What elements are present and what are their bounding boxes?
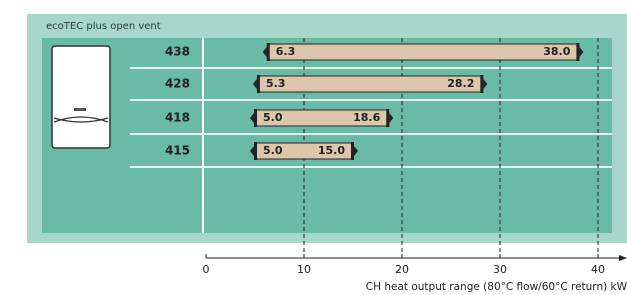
bar-cap (351, 142, 354, 160)
boiler-icon (52, 46, 110, 148)
value-label: 6.3 (276, 45, 296, 58)
x-tick-label: 40 (591, 263, 605, 276)
value-label: 18.6 (353, 111, 380, 124)
x-axis-title: CH heat output range (80°C flow/60°C ret… (366, 281, 627, 293)
bar-cap (267, 43, 270, 61)
x-tick-label: 0 (203, 263, 210, 276)
value-label: 28.2 (447, 77, 474, 90)
bar-cap (254, 109, 257, 127)
axis-arrow (619, 255, 627, 261)
chart-title: ecoTEC plus open vent (46, 21, 161, 32)
bar-cap (386, 109, 389, 127)
category-label: 418 (165, 111, 190, 125)
range-bar (268, 44, 579, 60)
chart: ecoTEC plus open vent CH heat output ran… (0, 0, 627, 295)
bar-cap (254, 142, 257, 160)
value-label: 5.0 (263, 111, 283, 124)
value-label: 5.0 (263, 144, 283, 157)
x-tick-label: 20 (395, 263, 409, 276)
bar-cap (576, 43, 579, 61)
category-label: 428 (165, 77, 190, 91)
category-label: 438 (165, 45, 190, 59)
bar-cap (480, 75, 483, 93)
value-label: 38.0 (543, 45, 570, 58)
bar-cap (257, 75, 260, 93)
x-tick-label: 10 (297, 263, 311, 276)
x-tick-label: 30 (493, 263, 507, 276)
page: ecoTEC plus open vent CH heat output ran… (0, 0, 627, 295)
category-label: 415 (165, 144, 190, 158)
value-label: 5.3 (266, 77, 286, 90)
value-label: 15.0 (318, 144, 345, 157)
